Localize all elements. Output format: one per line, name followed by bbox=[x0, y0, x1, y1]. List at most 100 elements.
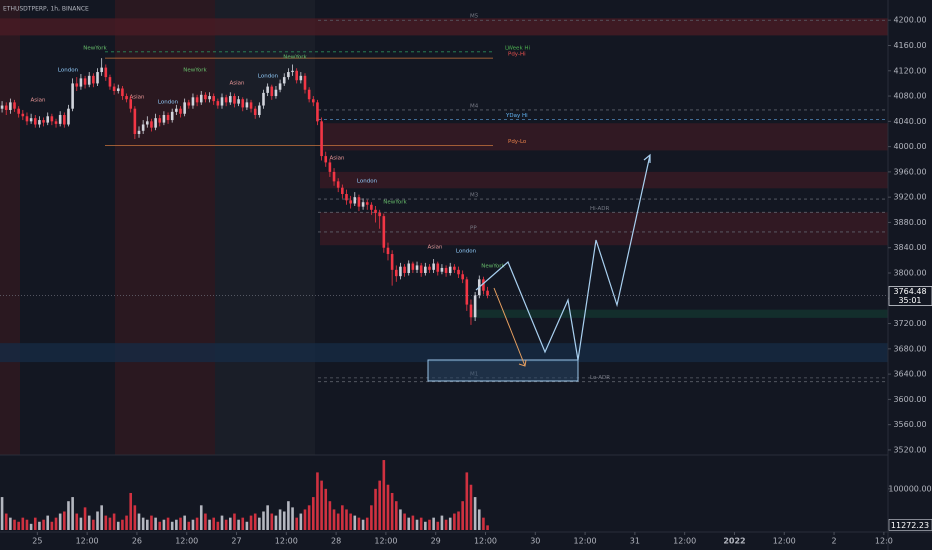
volume-bar bbox=[100, 505, 103, 530]
volume-bar bbox=[4, 513, 8, 530]
candle-body bbox=[428, 266, 431, 270]
candle-body bbox=[125, 96, 128, 100]
session-label: London bbox=[456, 249, 477, 255]
session-label: NewYork bbox=[183, 68, 207, 74]
volume-bar bbox=[208, 519, 211, 530]
volume-bar bbox=[25, 519, 29, 530]
session-label: NewYork bbox=[481, 264, 505, 270]
volume-bar bbox=[92, 519, 95, 530]
level-label: LWeek Hi bbox=[505, 45, 531, 51]
session-shade bbox=[215, 0, 315, 455]
candle-body bbox=[71, 83, 74, 109]
volume-bar bbox=[75, 513, 79, 530]
candle-body bbox=[233, 96, 236, 104]
candle-body bbox=[266, 86, 269, 93]
candle-body bbox=[179, 108, 182, 114]
countdown-label: 35:01 bbox=[898, 296, 921, 305]
candle-body bbox=[63, 115, 66, 125]
candle-body bbox=[394, 269, 398, 277]
candle-body bbox=[390, 254, 394, 270]
volume-bar bbox=[419, 517, 423, 530]
session-label: London bbox=[58, 68, 79, 74]
volume-bar bbox=[295, 517, 298, 530]
volume-bar bbox=[390, 492, 394, 530]
volume-bar bbox=[224, 519, 228, 530]
volume-bar bbox=[332, 509, 336, 530]
candle-body bbox=[249, 102, 253, 109]
volume-bar bbox=[129, 492, 133, 530]
volume-bar bbox=[13, 519, 16, 530]
zone bbox=[470, 309, 888, 318]
volume-bar bbox=[133, 505, 137, 530]
volume-bar bbox=[121, 519, 124, 530]
volume-bar bbox=[179, 517, 182, 530]
last-price-box bbox=[888, 286, 932, 306]
candle-body bbox=[349, 200, 352, 204]
candle-body bbox=[133, 108, 137, 134]
candle-body bbox=[370, 204, 373, 210]
candle-body bbox=[411, 263, 415, 270]
volume-bar bbox=[104, 515, 108, 530]
zone bbox=[0, 343, 888, 363]
y-tick-label: 4120.00 bbox=[893, 66, 926, 75]
volume-bar bbox=[46, 515, 50, 530]
volume-bar bbox=[432, 517, 435, 530]
candle-body bbox=[307, 89, 311, 100]
x-tick-label: 26 bbox=[132, 537, 142, 546]
candle-body bbox=[191, 97, 195, 106]
volume-bar bbox=[453, 513, 456, 530]
candle-body bbox=[328, 162, 332, 172]
session-shade bbox=[0, 0, 20, 455]
candle-body bbox=[17, 108, 20, 114]
candle-body bbox=[457, 269, 460, 275]
volume-bar bbox=[21, 517, 25, 530]
candle-body bbox=[158, 118, 162, 123]
volume-bar bbox=[96, 511, 99, 530]
candle-body bbox=[141, 124, 145, 131]
y-tick-label: 4160.00 bbox=[893, 41, 926, 50]
volume-bar bbox=[282, 511, 286, 530]
candle-body bbox=[162, 115, 166, 123]
volume-bar bbox=[378, 480, 381, 530]
candle-body bbox=[87, 75, 91, 85]
volume-bar bbox=[287, 501, 290, 530]
candle-body bbox=[444, 267, 448, 273]
volume-bar bbox=[299, 513, 303, 530]
candle-body bbox=[75, 83, 79, 87]
volume-bar bbox=[33, 517, 37, 530]
x-tick-label: 28 bbox=[331, 537, 341, 546]
session-label: Asian bbox=[427, 245, 443, 251]
volume-bar bbox=[311, 497, 315, 530]
candle-body bbox=[208, 96, 211, 100]
candle-body bbox=[332, 171, 336, 182]
volume-bar bbox=[154, 517, 157, 530]
volume-bar bbox=[241, 517, 245, 530]
candle-body bbox=[262, 92, 265, 106]
volume-bar bbox=[382, 460, 386, 530]
volume-bar bbox=[270, 513, 274, 530]
x-tick-label: 25 bbox=[32, 537, 42, 546]
level-label: Lo-ADR bbox=[590, 375, 610, 381]
candle-body bbox=[432, 263, 435, 270]
y-tick-label: 3960.00 bbox=[893, 167, 926, 176]
volume-bar bbox=[199, 505, 203, 530]
candle-body bbox=[29, 118, 33, 122]
alt-arrow bbox=[518, 359, 527, 367]
volume-bar bbox=[237, 519, 240, 530]
candle-body bbox=[473, 295, 477, 318]
volume-bar bbox=[440, 515, 444, 530]
candle-body bbox=[415, 265, 419, 270]
volume-bar bbox=[486, 525, 489, 530]
last-volume-box bbox=[888, 519, 932, 531]
volume-bar bbox=[403, 513, 406, 530]
y-tick-label: 3800.00 bbox=[893, 269, 926, 278]
volume-bar bbox=[195, 517, 199, 530]
candle-body bbox=[436, 263, 440, 272]
volume-bar bbox=[162, 519, 166, 530]
x-tick-label: 31 bbox=[630, 537, 640, 546]
projection-path bbox=[475, 154, 651, 361]
volume-bar bbox=[228, 517, 232, 530]
y-tick-label: 4200.00 bbox=[893, 16, 926, 25]
